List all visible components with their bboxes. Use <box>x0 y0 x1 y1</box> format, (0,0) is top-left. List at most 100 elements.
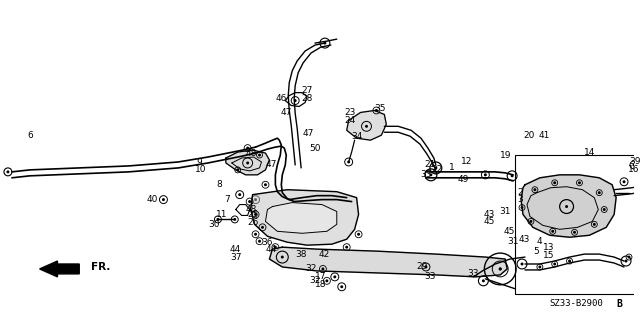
Text: 47: 47 <box>302 129 314 138</box>
Text: 12: 12 <box>461 158 472 166</box>
Circle shape <box>553 262 556 265</box>
Text: 49: 49 <box>458 175 469 184</box>
Text: 39: 39 <box>629 158 640 166</box>
Text: 41: 41 <box>539 131 550 140</box>
Circle shape <box>345 246 348 249</box>
Text: 13: 13 <box>543 243 554 252</box>
Text: 8: 8 <box>216 180 221 189</box>
Circle shape <box>553 181 556 184</box>
Circle shape <box>573 231 576 234</box>
Text: 34: 34 <box>351 132 363 141</box>
Circle shape <box>333 275 336 278</box>
Text: 19: 19 <box>500 151 512 159</box>
Text: 44: 44 <box>230 245 241 254</box>
Text: 30: 30 <box>208 220 220 229</box>
Polygon shape <box>527 187 598 229</box>
Text: 44: 44 <box>266 245 276 254</box>
Circle shape <box>264 183 267 186</box>
Polygon shape <box>251 190 358 245</box>
Text: 7: 7 <box>224 195 230 204</box>
Circle shape <box>323 42 326 45</box>
Circle shape <box>482 279 485 282</box>
Circle shape <box>484 173 487 176</box>
Circle shape <box>365 125 368 128</box>
Circle shape <box>538 265 541 268</box>
Circle shape <box>357 233 360 236</box>
Circle shape <box>281 256 284 259</box>
Circle shape <box>325 279 328 282</box>
Text: 32: 32 <box>309 276 321 285</box>
Circle shape <box>340 285 343 288</box>
Text: 48: 48 <box>246 205 257 214</box>
Text: 5: 5 <box>533 247 539 256</box>
Circle shape <box>529 220 532 223</box>
Text: 37: 37 <box>230 253 241 262</box>
Text: 36: 36 <box>262 238 273 247</box>
Text: 2: 2 <box>517 188 523 197</box>
Text: B: B <box>616 299 622 309</box>
Polygon shape <box>347 110 387 140</box>
Text: 10: 10 <box>195 165 207 174</box>
Text: 42: 42 <box>319 249 330 259</box>
Circle shape <box>258 153 261 157</box>
Text: 17: 17 <box>315 272 326 281</box>
Text: 31: 31 <box>499 207 511 216</box>
Text: 23: 23 <box>345 108 356 117</box>
Circle shape <box>593 223 596 226</box>
Circle shape <box>254 233 257 236</box>
Circle shape <box>238 193 241 196</box>
Text: 6: 6 <box>28 131 33 140</box>
Text: 16: 16 <box>628 165 639 174</box>
Text: 40: 40 <box>147 195 158 204</box>
Circle shape <box>258 240 261 243</box>
Text: 47: 47 <box>280 108 292 117</box>
Text: 22: 22 <box>431 165 442 174</box>
Text: 43: 43 <box>483 210 495 219</box>
Text: 28: 28 <box>301 94 312 103</box>
Text: 3: 3 <box>517 195 523 204</box>
Circle shape <box>499 268 502 270</box>
Circle shape <box>623 180 625 183</box>
Text: 48: 48 <box>246 149 257 158</box>
Text: 29: 29 <box>416 262 428 271</box>
Text: 18: 18 <box>315 280 326 289</box>
Circle shape <box>520 206 524 209</box>
Circle shape <box>274 246 277 249</box>
Circle shape <box>598 191 601 194</box>
Circle shape <box>248 200 251 203</box>
Text: 33: 33 <box>420 170 431 179</box>
Polygon shape <box>226 150 269 175</box>
Text: SZ33-B2900: SZ33-B2900 <box>550 299 604 308</box>
Text: 4: 4 <box>537 237 543 246</box>
Text: 46: 46 <box>275 94 287 103</box>
Circle shape <box>254 213 257 216</box>
Circle shape <box>424 265 428 268</box>
Text: 9: 9 <box>196 158 202 167</box>
Circle shape <box>246 147 249 150</box>
Circle shape <box>6 170 10 173</box>
Circle shape <box>435 166 437 169</box>
Text: 1: 1 <box>449 163 454 172</box>
Circle shape <box>511 174 513 177</box>
FancyArrow shape <box>40 261 79 277</box>
Circle shape <box>246 161 249 165</box>
Text: 27: 27 <box>301 86 312 95</box>
Polygon shape <box>266 203 337 233</box>
Circle shape <box>632 164 636 166</box>
Text: 20: 20 <box>523 131 534 140</box>
Text: 33: 33 <box>468 269 479 278</box>
Circle shape <box>375 109 378 112</box>
Text: 45: 45 <box>483 217 495 226</box>
Circle shape <box>347 160 350 164</box>
Text: 14: 14 <box>584 147 596 157</box>
Circle shape <box>568 260 571 262</box>
Circle shape <box>216 218 220 221</box>
Circle shape <box>520 262 524 265</box>
Text: 50: 50 <box>309 144 321 152</box>
Circle shape <box>261 226 264 229</box>
Circle shape <box>565 205 568 208</box>
Text: FR.: FR. <box>91 262 111 272</box>
Text: 35: 35 <box>374 104 386 113</box>
Text: 33: 33 <box>424 272 435 281</box>
Circle shape <box>578 181 581 184</box>
